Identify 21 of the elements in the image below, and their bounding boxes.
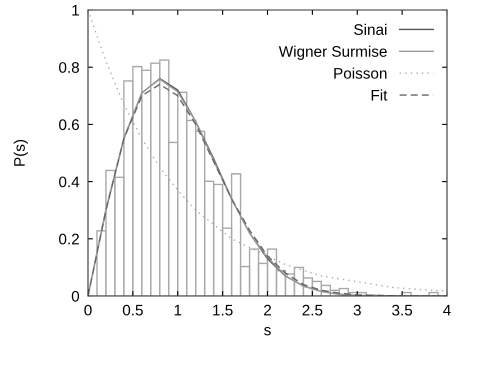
x-tick-label: 3 (354, 304, 361, 316)
legend-label: Fit (372, 89, 388, 101)
legend-label: Poisson (334, 68, 386, 79)
x-tick-label: 0 (84, 304, 92, 316)
x-tick-label: 2 (264, 304, 271, 316)
y-tick-label: 0.4 (59, 176, 80, 188)
x-tick-label: 1.5 (213, 304, 233, 316)
y-tick-label: 0.8 (59, 62, 80, 73)
x-tick-label: 2.5 (302, 304, 322, 316)
y-axis-title: P(s) (14, 140, 28, 166)
y-tick-label: 1 (72, 5, 79, 16)
legend-label: Wigner Surmise (278, 46, 387, 60)
x-tick-label: 3.5 (392, 304, 412, 316)
y-tick-label: 0 (72, 290, 80, 302)
x-tick-label: 0.5 (122, 304, 143, 316)
y-tick-label: 0.6 (59, 119, 79, 130)
x-tick-label: 4 (443, 304, 451, 316)
x-tick-label: 1 (174, 304, 182, 316)
y-tick-label: 0.2 (59, 234, 79, 244)
x-axis-title: s (264, 327, 271, 336)
legend-label: Sinai (354, 24, 386, 35)
